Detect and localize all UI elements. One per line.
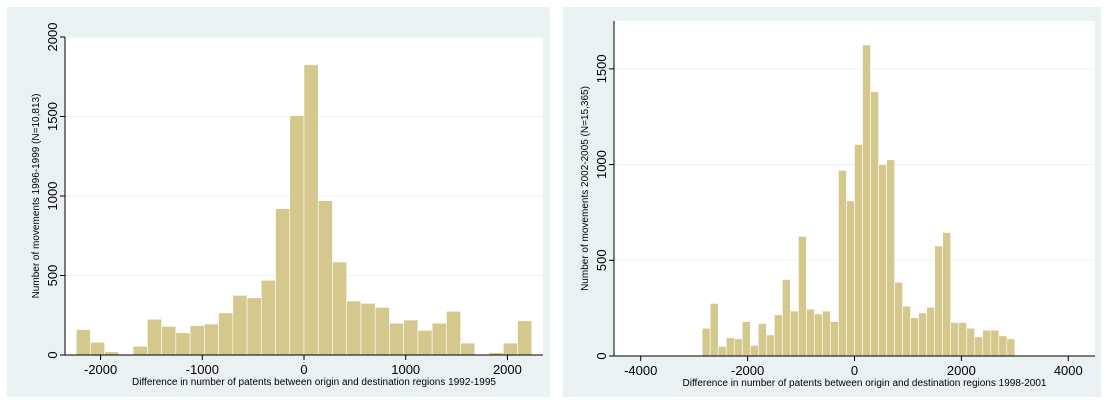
histogram-bar: [758, 323, 767, 357]
histogram-bar: [790, 310, 799, 357]
y-tick-label: 0: [45, 351, 60, 358]
histogram-bar: [838, 170, 847, 357]
histogram-bar: [75, 329, 91, 356]
histogram-bar: [910, 317, 919, 357]
histogram-bar: [934, 245, 943, 357]
histogram-bar: [417, 330, 433, 356]
histogram-bar: [958, 322, 968, 357]
histogram-bar: [175, 332, 191, 356]
histogram-1992-1995: 0 500 1000 1500 2000 -2000 -1000 0 1000 2000 Diff…: [31, 23, 543, 388]
histogram-bar: [782, 279, 791, 357]
histogram-bar: [132, 345, 148, 356]
histogram-bar: [332, 261, 348, 356]
x-tick-label: 0: [851, 363, 858, 378]
x-tick-label: -4000: [624, 363, 657, 378]
y-tick-label: 1000: [45, 182, 60, 211]
histogram-1998-2001: 0 500 1000 1500 -4000 -2000 0 2000 4000 Differen…: [580, 21, 1095, 389]
histogram-bar: [798, 236, 807, 357]
x-tick-label: 1000: [391, 362, 420, 377]
chart-panel-left: 0 500 1000 1500 2000 -2000 -1000 0 1000 2000 Diff…: [7, 7, 550, 397]
x-tick-label: 2000: [493, 362, 522, 377]
y-tick-label: 1500: [594, 54, 609, 83]
y-tick-label: 2000: [45, 23, 60, 52]
histogram-bar: [862, 44, 871, 357]
histogram-bar: [360, 303, 376, 356]
histogram-bar: [990, 329, 1000, 357]
x-axis-title: Difference in number of patents between …: [683, 378, 1047, 389]
chart-panel-right: 0 500 1000 1500 -4000 -2000 0 2000 4000 Differen…: [563, 7, 1101, 397]
histogram-bar: [966, 327, 976, 357]
histogram-bar: [303, 64, 319, 356]
y-tick-label: 500: [45, 265, 60, 287]
histogram-bar: [218, 312, 234, 356]
histogram-bar: [147, 318, 162, 356]
histogram-bar: [161, 326, 177, 356]
histogram-bar: [701, 327, 711, 357]
histogram-bar: [926, 306, 935, 357]
histogram-bar: [275, 208, 291, 356]
histogram-bar: [431, 322, 447, 356]
x-tick-label: 4000: [1054, 363, 1083, 378]
histogram-bar: [749, 345, 759, 357]
histogram-bar: [806, 308, 815, 357]
histogram-bar: [317, 200, 333, 356]
histogram-bar: [766, 334, 775, 357]
y-tick-label: 1000: [594, 150, 609, 179]
histogram-bar: [460, 342, 476, 356]
histogram-bar: [894, 281, 903, 357]
histogram-bar: [289, 115, 305, 356]
histogram-bar: [389, 322, 404, 356]
x-tick-label: -1000: [186, 362, 219, 377]
histogram-bar: [822, 310, 831, 357]
histogram-bar: [189, 325, 205, 356]
x-tick-label: 2000: [947, 363, 976, 378]
histogram-bar: [90, 341, 105, 356]
histogram-bar: [886, 159, 895, 357]
histogram-bar: [830, 321, 839, 357]
histogram-bar: [846, 200, 855, 357]
histogram-bar: [232, 295, 248, 356]
histogram-bar: [717, 346, 727, 357]
y-axis-title: Number of movements 1996-1999 (N=10,813): [31, 94, 42, 299]
histogram-bars: [75, 64, 533, 356]
histogram-bar: [942, 232, 951, 357]
histogram-bar: [733, 338, 743, 357]
y-tick-label: 0: [594, 352, 609, 359]
histogram-bar: [725, 337, 735, 357]
histogram-bar: [503, 342, 518, 356]
histogram-bar: [878, 164, 887, 357]
histogram-bar: [246, 297, 262, 356]
histogram-bars: [701, 44, 1016, 357]
axes: 0 500 1000 1500 2000 -2000 -1000 0 1000 2000: [45, 23, 543, 377]
histogram-bar: [446, 310, 461, 356]
x-tick-label: 0: [300, 362, 307, 377]
histogram-bar: [741, 321, 751, 357]
y-tick-label: 1500: [45, 102, 60, 131]
y-tick-label: 500: [594, 249, 609, 271]
histogram-bar: [1006, 338, 1016, 357]
x-tick-label: -2000: [84, 362, 117, 377]
histogram-bar: [870, 91, 879, 357]
histogram-bar: [260, 279, 276, 356]
histogram-bar: [974, 336, 984, 357]
histogram-bar: [950, 322, 960, 357]
histogram-bar: [517, 320, 533, 356]
histogram-bar: [774, 314, 783, 357]
histogram-bar: [998, 335, 1008, 357]
histogram-bar: [346, 300, 362, 356]
x-axis-title: Difference in number of patents between …: [132, 377, 496, 388]
x-tick-label: -2000: [731, 363, 764, 378]
histogram-bar: [374, 306, 390, 356]
histogram-bar: [814, 313, 823, 357]
axes: 0 500 1000 1500 -4000 -2000 0 2000 4000: [594, 21, 1095, 378]
histogram-bar: [854, 144, 863, 357]
histogram-bar: [204, 323, 219, 356]
histogram-bar: [403, 319, 419, 356]
histogram-bar: [918, 312, 927, 357]
y-axis-title: Number of movements 2002-2005 (N=15,365): [580, 86, 591, 291]
histogram-bar: [982, 329, 992, 357]
histogram-bar: [709, 303, 719, 357]
histogram-bar: [902, 305, 911, 357]
